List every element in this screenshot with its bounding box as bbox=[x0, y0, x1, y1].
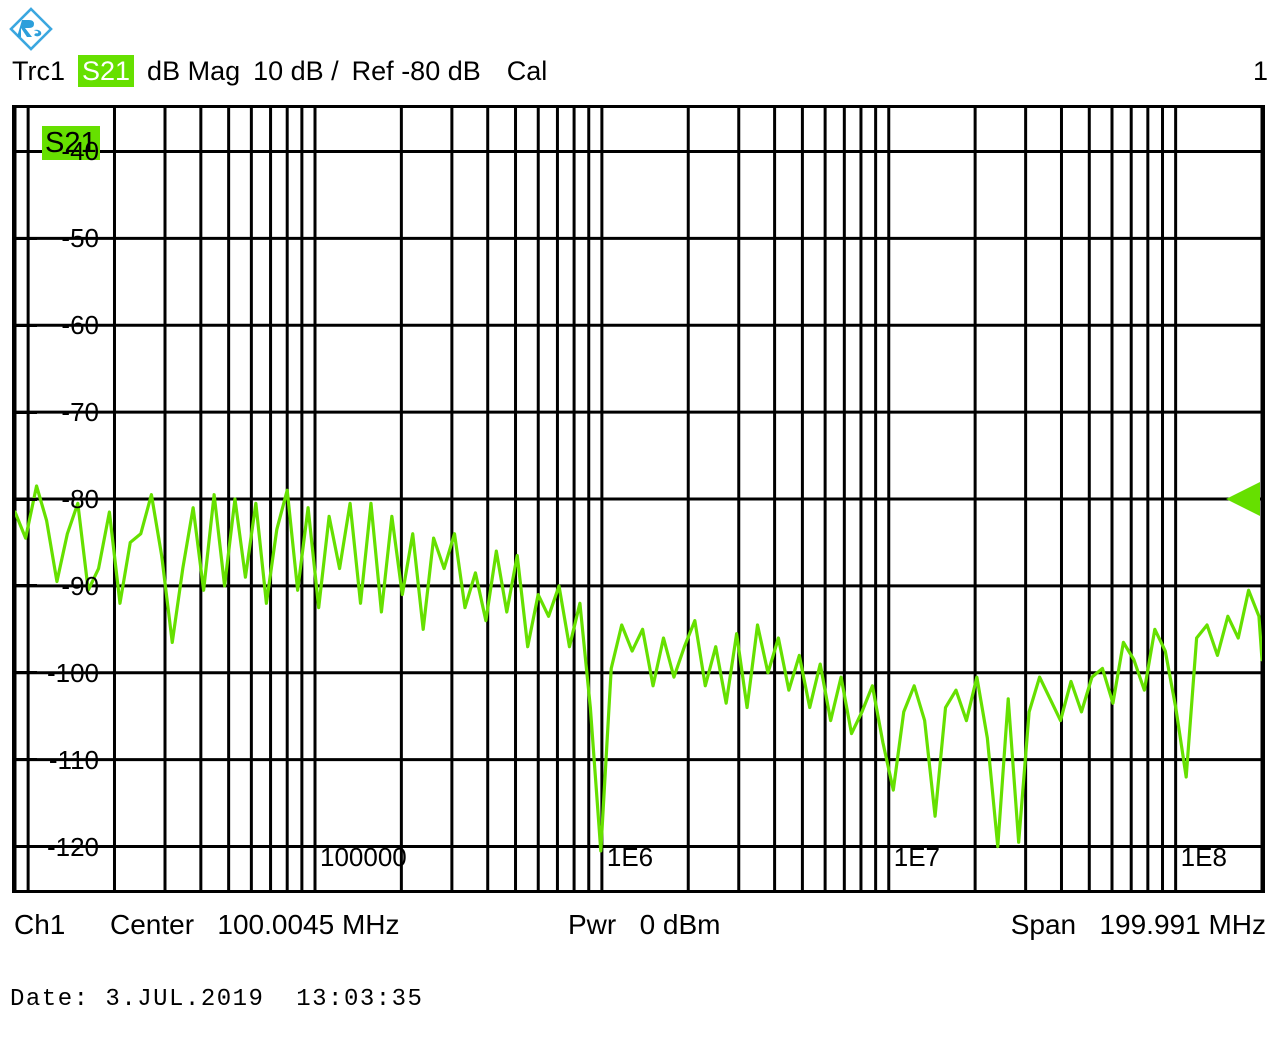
trace-id-label[interactable]: Trc1 bbox=[12, 56, 65, 86]
y-tick-label: -40 bbox=[61, 136, 99, 167]
diagram-area[interactable]: S21 -40 -50 -60 -70 -80 -90 -100 -110 -120 10000… bbox=[12, 105, 1265, 893]
x-tick-label: 100000 bbox=[320, 842, 407, 872]
status-power-label: Pwr bbox=[568, 909, 617, 940]
trace-format-label[interactable]: dB Mag bbox=[147, 56, 241, 86]
y-tick-label: -90 bbox=[61, 570, 99, 601]
y-tick-mark bbox=[15, 845, 37, 849]
ref-level-marker-icon bbox=[1226, 482, 1260, 516]
y-tick-label: -70 bbox=[61, 397, 99, 428]
status-span[interactable]: Span 199.991 MHz bbox=[1011, 908, 1266, 942]
date-time-stamp: Date: 3.JUL.2019 13:03:35 bbox=[10, 986, 424, 1013]
y-tick-mark bbox=[15, 149, 37, 153]
y-tick-mark bbox=[15, 410, 37, 414]
cal-state-label[interactable]: Cal bbox=[506, 56, 548, 86]
y-tick-label: -110 bbox=[48, 744, 99, 775]
y-tick-mark bbox=[15, 236, 37, 240]
y-tick-mark bbox=[15, 584, 37, 588]
x-tick-label: 1E6 bbox=[606, 842, 654, 872]
y-tick-label: -120 bbox=[46, 831, 99, 862]
y-tick-mark bbox=[15, 497, 37, 501]
status-center-value: 100.0045 MHz bbox=[217, 909, 400, 940]
status-channel[interactable]: Ch1 bbox=[14, 909, 66, 940]
status-bar: Ch1 Center 100.0045 MHz Pwr 0 dBm Span 1… bbox=[0, 908, 1278, 948]
status-power-value: 0 dBm bbox=[639, 909, 721, 940]
status-span-label: Span bbox=[1010, 909, 1077, 940]
trace-label-badge[interactable]: S21 bbox=[42, 126, 100, 160]
trace-reference-label[interactable]: Ref -80 dB bbox=[351, 56, 481, 86]
y-tick-mark bbox=[15, 758, 37, 762]
x-tick-label: 1E7 bbox=[893, 842, 941, 872]
status-power[interactable]: Pwr 0 dBm bbox=[568, 908, 721, 942]
status-center-frequency[interactable]: Center 100.0045 MHz bbox=[110, 908, 400, 942]
y-tick-mark bbox=[15, 671, 37, 675]
y-tick-mark bbox=[15, 323, 37, 327]
channel-number-label: 1 bbox=[1252, 56, 1268, 86]
y-tick-label: -100 bbox=[46, 657, 99, 688]
status-span-value: 199.991 MHz bbox=[1099, 909, 1266, 940]
trace-s21 bbox=[15, 482, 1262, 890]
y-tick-label: -60 bbox=[61, 310, 99, 341]
trace-scale-label[interactable]: 10 dB / bbox=[253, 56, 339, 86]
y-tick-label: -50 bbox=[61, 223, 99, 254]
status-center-label: Center bbox=[110, 909, 195, 940]
trace-parameter-badge[interactable]: S21 bbox=[78, 55, 135, 87]
x-tick-label: 1E8 bbox=[1180, 842, 1227, 872]
rohde-schwarz-logo bbox=[9, 7, 53, 51]
trace-header: Trc1 S21 dB Mag 10 dB / Ref -80 dB Cal bbox=[12, 55, 547, 87]
y-tick-label: -80 bbox=[61, 484, 99, 514]
